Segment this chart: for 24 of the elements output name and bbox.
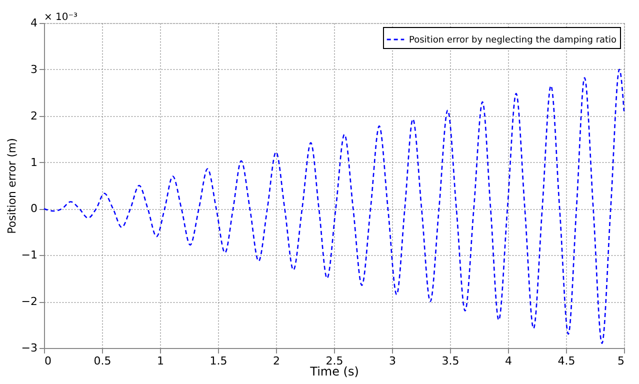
x-tick-label: 2.5 (326, 354, 344, 368)
y-tick-label: 1 (30, 156, 38, 169)
x-tick-label: 4.5 (558, 354, 576, 368)
x-tick-label: 2 (273, 354, 280, 368)
x-tick-label: 4 (505, 354, 512, 368)
x-tick-label: 5 (618, 354, 624, 368)
y-tick-label: 3 (30, 62, 38, 76)
y-tick-label: −1 (21, 248, 38, 262)
x-axis-title: Time (s) (309, 364, 359, 378)
legend-label: Position error by neglecting the damping ratio (409, 36, 618, 46)
y-axis-title: Position error (m) (5, 138, 18, 234)
y-tick-label: 2 (30, 109, 38, 122)
y-tick-label: −2 (21, 295, 38, 308)
x-tick-label: 1.5 (210, 354, 228, 368)
y-tick-label: 4 (30, 16, 38, 30)
x-tick-label: 3.5 (442, 354, 460, 368)
x-tick-label: 3 (389, 354, 396, 368)
text: × 10⁻³ (44, 12, 78, 23)
line-series (43, 68, 625, 344)
x-tick-label: 0 (44, 354, 52, 368)
y-tick-label: 0 (30, 202, 38, 216)
x-tick-label: 0.5 (94, 354, 112, 368)
y-tick-label: −3 (21, 342, 38, 354)
x-tick-label: 1 (157, 354, 164, 368)
